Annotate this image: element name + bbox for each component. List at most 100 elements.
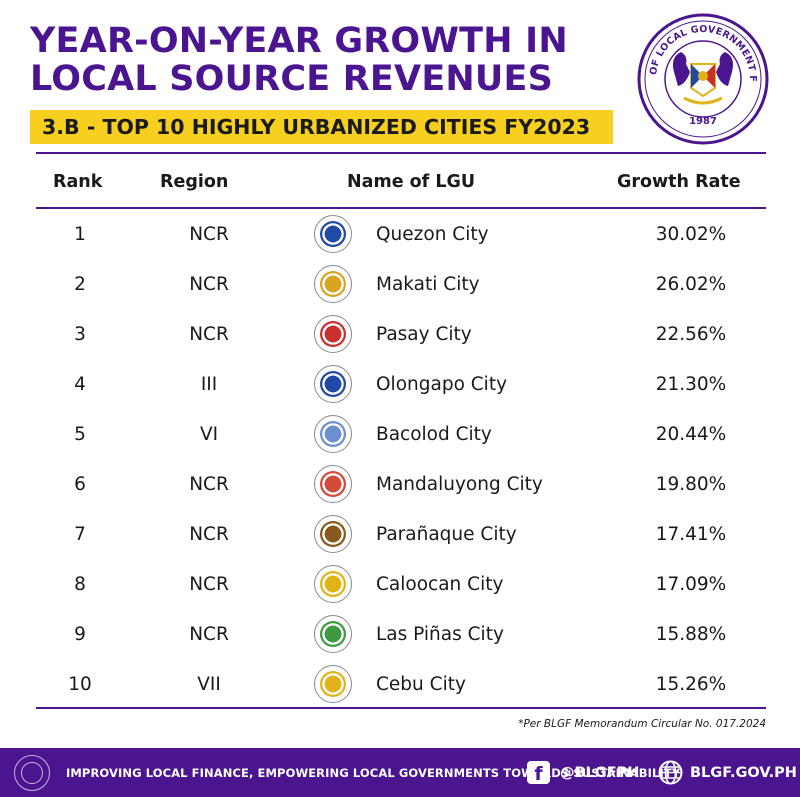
logo-cell <box>311 259 355 309</box>
rank-cell: 1 <box>74 223 86 245</box>
table-row: 6 NCR Mandaluyong City 19.80% <box>36 459 766 509</box>
table-row: 7 NCR Parañaque City 17.41% <box>36 509 766 559</box>
rank-cell: 9 <box>74 623 86 645</box>
growth-rate-cell: 15.26% <box>655 673 727 695</box>
region-cell: III <box>200 373 218 395</box>
rank-cell: 2 <box>74 273 86 295</box>
region-cell: NCR <box>189 523 229 545</box>
column-header-rank: Rank <box>53 172 103 192</box>
facebook-icon[interactable]: f <box>527 761 550 784</box>
growth-rate-cell: 21.30% <box>655 373 727 395</box>
lgu-name-cell: Parañaque City <box>376 523 517 545</box>
table-row: 4 III Olongapo City 21.30% <box>36 359 766 409</box>
header-divider <box>36 207 766 209</box>
lgu-name-cell: Pasay City <box>376 323 472 345</box>
page-title: YEAR-ON-YEAR GROWTH IN LOCAL SOURCE REVE… <box>30 22 568 98</box>
seal-emblem <box>320 221 346 247</box>
logo-cell <box>311 359 355 409</box>
lgu-name-cell: Bacolod City <box>376 423 492 445</box>
lgu-name-cell: Las Piñas City <box>376 623 504 645</box>
title-line-2: LOCAL SOURCE REVENUES <box>30 59 554 99</box>
seal-emblem <box>320 621 346 647</box>
rank-cell: 10 <box>68 673 92 695</box>
table-row: 3 NCR Pasay City 22.56% <box>36 309 766 359</box>
logo-cell <box>311 659 355 709</box>
lgu-name-cell: Cebu City <box>376 673 466 695</box>
logo-cell <box>311 459 355 509</box>
seal-emblem <box>320 271 346 297</box>
region-cell: NCR <box>189 573 229 595</box>
table-row: 10 VII Cebu City 15.26% <box>36 659 766 709</box>
table-row: 1 NCR Quezon City 30.02% <box>36 209 766 259</box>
seal-emblem <box>320 321 346 347</box>
seal-emblem <box>320 521 346 547</box>
subtitle-text: 3.B - TOP 10 HIGHLY URBANIZED CITIES FY2… <box>42 115 591 139</box>
paranaque-city-seal-icon <box>314 515 352 553</box>
bottom-divider <box>36 707 766 709</box>
logo-cell <box>311 609 355 659</box>
lgu-name-cell: Makati City <box>376 273 480 295</box>
region-cell: NCR <box>189 323 229 345</box>
seal-emblem <box>320 671 346 697</box>
growth-rate-cell: 17.41% <box>655 523 727 545</box>
pasay-city-seal-icon <box>314 315 352 353</box>
logo-cell <box>311 509 355 559</box>
region-cell: NCR <box>189 223 229 245</box>
blgf-seal-logo: BUREAU OF LOCAL GOVERNMENT FINANCE 1987 <box>636 12 769 145</box>
growth-rate-cell: 26.02% <box>655 273 727 295</box>
cebu-city-seal-icon <box>314 665 352 703</box>
subtitle-banner: 3.B - TOP 10 HIGHLY URBANIZED CITIES FY2… <box>30 110 613 144</box>
footer-bar: IMPROVING LOCAL FINANCE, EMPOWERING LOCA… <box>0 748 800 797</box>
makati-city-seal-icon <box>314 265 352 303</box>
caloocan-city-seal-icon <box>314 565 352 603</box>
region-cell: VI <box>199 423 219 445</box>
growth-rate-cell: 17.09% <box>655 573 727 595</box>
mandaluyong-city-seal-icon <box>314 465 352 503</box>
growth-rate-cell: 30.02% <box>655 223 727 245</box>
footnote: *Per BLGF Memorandum Circular No. 017.20… <box>518 718 766 730</box>
logo-cell <box>311 209 355 259</box>
table-row: 9 NCR Las Piñas City 15.88% <box>36 609 766 659</box>
table-row: 2 NCR Makati City 26.02% <box>36 259 766 309</box>
rank-cell: 3 <box>74 323 86 345</box>
footer-seal-icon <box>14 755 50 791</box>
lgu-name-cell: Quezon City <box>376 223 489 245</box>
growth-rate-cell: 20.44% <box>655 423 727 445</box>
title-line-1: YEAR-ON-YEAR GROWTH IN <box>30 21 568 61</box>
lgu-name-cell: Caloocan City <box>376 573 504 595</box>
logo-cell <box>311 409 355 459</box>
column-header-growth: Growth Rate <box>617 172 741 192</box>
seal-emblem <box>320 421 346 447</box>
footer-tagline: IMPROVING LOCAL FINANCE, EMPOWERING LOCA… <box>66 765 681 780</box>
logo-cell <box>311 559 355 609</box>
region-cell: NCR <box>189 623 229 645</box>
table-row: 8 NCR Caloocan City 17.09% <box>36 559 766 609</box>
rank-cell: 5 <box>74 423 86 445</box>
logo-cell <box>311 309 355 359</box>
quezon-city-seal-icon <box>314 215 352 253</box>
olongapo-city-seal-icon <box>314 365 352 403</box>
facebook-handle-link[interactable]: @BLGFPH <box>560 764 640 781</box>
las-pinas-city-seal-icon <box>314 615 352 653</box>
region-cell: NCR <box>189 273 229 295</box>
seal-year: 1987 <box>689 116 717 127</box>
website-link[interactable]: BLGF.GOV.PH <box>690 764 797 781</box>
region-cell: NCR <box>189 473 229 495</box>
column-header-region: Region <box>160 172 229 192</box>
column-header-name: Name of LGU <box>347 172 476 192</box>
lgu-name-cell: Olongapo City <box>376 373 508 395</box>
lgu-name-cell: Mandaluyong City <box>376 473 543 495</box>
globe-icon[interactable] <box>658 760 683 785</box>
growth-rate-cell: 19.80% <box>655 473 727 495</box>
seal-emblem <box>320 371 346 397</box>
table-row: 5 VI Bacolod City 20.44% <box>36 409 766 459</box>
region-cell: VII <box>197 673 221 695</box>
seal-emblem <box>320 571 346 597</box>
rank-cell: 8 <box>74 573 86 595</box>
rank-cell: 6 <box>74 473 86 495</box>
rank-cell: 4 <box>74 373 86 395</box>
bacolod-city-seal-icon <box>314 415 352 453</box>
growth-rate-cell: 15.88% <box>655 623 727 645</box>
seal-emblem <box>320 471 346 497</box>
top-divider <box>36 152 766 154</box>
